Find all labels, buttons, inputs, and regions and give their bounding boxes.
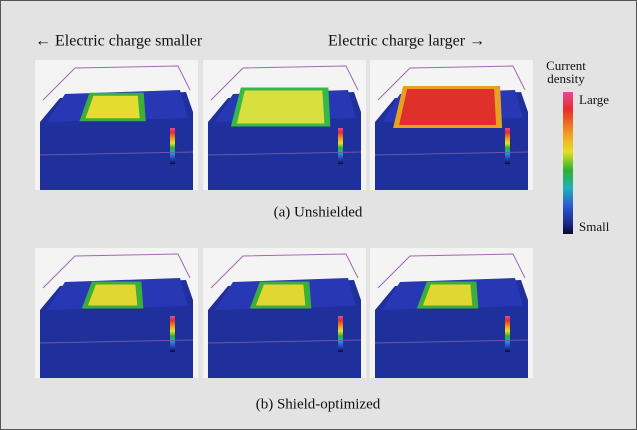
simulation-image — [203, 248, 366, 378]
colorbar — [563, 92, 573, 234]
current-patch-inner — [88, 285, 138, 306]
simulation-image — [203, 60, 366, 190]
current-patch-inner — [256, 285, 305, 306]
caption-a: (a) Unshielded — [274, 204, 363, 220]
mini-colorbar — [170, 316, 175, 352]
mini-colorbar — [338, 128, 343, 164]
figure: ← Electric charge smaller Electric charg… — [0, 0, 637, 430]
legend-title: density — [547, 71, 585, 86]
legend-small: Small — [579, 219, 610, 234]
current-patch-inner — [399, 89, 496, 125]
mini-colorbar — [170, 128, 175, 164]
current-patch-inner — [423, 285, 473, 306]
header-left: ← Electric charge smaller — [35, 33, 203, 50]
simulation-image — [35, 60, 198, 190]
simulation-image — [370, 60, 533, 190]
simulation-image — [35, 248, 198, 378]
legend-large: Large — [579, 92, 609, 107]
caption-b: (b) Shield-optimized — [256, 396, 381, 412]
current-patch-inner — [237, 91, 324, 124]
simulation-image — [370, 248, 533, 378]
mini-colorbar — [505, 128, 510, 164]
current-patch-inner — [85, 96, 139, 119]
header-right: Electric charge larger → — [328, 33, 485, 50]
mini-colorbar — [338, 316, 343, 352]
mini-colorbar — [505, 316, 510, 352]
